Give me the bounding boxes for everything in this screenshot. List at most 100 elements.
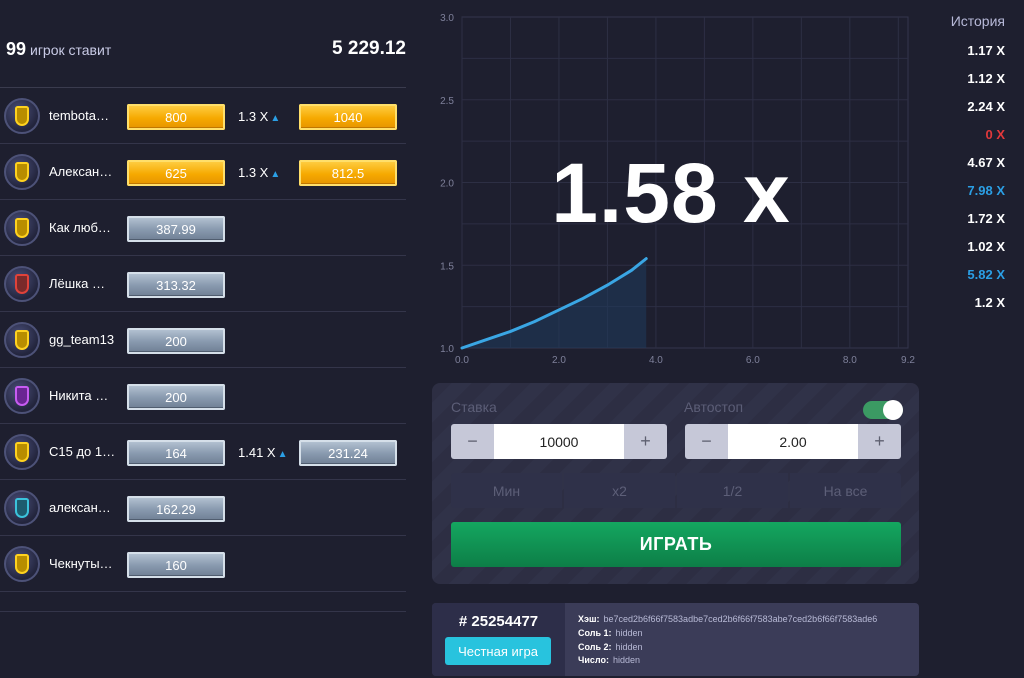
bet-controls: Ставка Автостоп − 10000 + − 2.00 + Мин x… [432, 383, 919, 584]
autostop-minus-button[interactable]: − [685, 424, 728, 459]
multiplier-value: 1.3 X [238, 109, 269, 124]
fairness-panel: # 25254477 Честная игра Хэш: be7ced2b6f66… [432, 603, 919, 676]
bet-amount: 800 [127, 104, 225, 130]
bet-amount: 625 [127, 160, 225, 186]
history-item: 2.24 X [967, 99, 1005, 114]
player-row: tembota… 800 1.3 X ▲ 1040 [0, 88, 406, 144]
player-name: tembota… [49, 108, 109, 123]
fairness-left: # 25254477 Честная игра [432, 603, 565, 676]
bet-amount: 164 [127, 440, 225, 466]
player-row: Как люб… 387.99 [0, 200, 406, 256]
hash-line: Хэш: be7ced2b6f66f7583adbe7ced2b6f66f7583… [578, 614, 877, 624]
win-amount: 231.24 [299, 440, 397, 466]
bet-stepper: − 10000 + [451, 424, 667, 459]
x-tick-label: 6.0 [746, 355, 760, 366]
game-id: # 25254477 [458, 613, 539, 630]
up-arrow-icon: ▲ [270, 169, 281, 180]
salt2-line: Соль 2: hidden [578, 642, 643, 652]
x-tick-label: 9.2 [901, 355, 915, 366]
all-in-button[interactable]: На все [790, 473, 901, 508]
cashout-multiplier: 1.3 X ▲ [238, 165, 280, 180]
autostop-toggle[interactable] [863, 400, 903, 420]
salt1-label: Соль 1: [578, 628, 612, 638]
multiplier-value: 1.41 X [238, 445, 276, 460]
number-line: Число: hidden [578, 655, 640, 665]
current-multiplier: 1.58 x [551, 146, 791, 240]
salt1-value: hidden [615, 628, 643, 638]
salt1-line: Соль 1: hidden [578, 628, 643, 638]
crash-chart: 0.0 2.0 4.0 6.0 8.0 9.2 1.0 1.5 2.0 2.5 3.0 [440, 13, 915, 366]
rank-shield-icon [15, 554, 29, 574]
player-name: Никита … [49, 388, 109, 403]
y-tick-label: 3.0 [440, 13, 454, 24]
history-item: 1.72 X [967, 211, 1005, 226]
bet-label: Ставка [451, 399, 497, 415]
autostop-label: Автостоп [684, 399, 744, 415]
avatar [4, 378, 40, 414]
up-arrow-icon: ▲ [270, 113, 281, 124]
player-row: gg_team13 200 [0, 312, 406, 368]
autostop-input[interactable]: 2.00 [728, 424, 858, 459]
rank-shield-icon [15, 498, 29, 518]
rank-shield-icon [15, 162, 29, 182]
y-tick-label: 2.5 [440, 96, 454, 107]
autostop-stepper: − 2.00 + [685, 424, 901, 459]
player-row: Лёшка … 313.32 [0, 256, 406, 312]
play-button[interactable]: ИГРАТЬ [451, 522, 901, 567]
x-tick-label: 4.0 [649, 355, 663, 366]
player-name: gg_team13 [49, 332, 115, 347]
multiplier-curve [460, 257, 648, 350]
avatar [4, 322, 40, 358]
bet-minus-button[interactable]: − [451, 424, 494, 459]
up-arrow-icon: ▲ [277, 449, 288, 460]
curve-area [462, 258, 647, 348]
player-name: C15 до 1… [49, 444, 116, 459]
player-name: Алексан… [49, 164, 113, 179]
double-bet-button[interactable]: x2 [564, 473, 675, 508]
player-row: C15 до 1… 164 1.41 X ▲ 231.24 [0, 424, 406, 480]
number-label: Число: [578, 655, 609, 665]
history-item: 1.2 X [974, 295, 1005, 310]
history-item: 1.02 X [967, 239, 1005, 254]
player-name: Чекнуты… [49, 556, 113, 571]
half-bet-button[interactable]: 1/2 [677, 473, 788, 508]
multiplier-value: 1.3 X [238, 165, 269, 180]
x-tick-label: 0.0 [455, 355, 469, 366]
win-amount: 812.5 [299, 160, 397, 186]
players-header: 99 игрок ставит 5 229.12 [0, 0, 406, 88]
number-value: hidden [612, 655, 640, 665]
rank-shield-icon [15, 274, 29, 294]
history-item: 4.67 X [967, 155, 1005, 170]
players-total-bet: 5 229.12 [332, 38, 406, 59]
avatar [4, 434, 40, 470]
rank-shield-icon [15, 106, 29, 126]
fair-game-button[interactable]: Честная игра [445, 637, 551, 665]
autostop-plus-button[interactable]: + [858, 424, 901, 459]
history-item: 0 X [985, 127, 1005, 142]
avatar [4, 490, 40, 526]
salt2-value: hidden [615, 642, 643, 652]
bet-plus-button[interactable]: + [624, 424, 667, 459]
history-item: 1.17 X [967, 43, 1005, 58]
salt2-label: Соль 2: [578, 642, 612, 652]
history-title: История [950, 13, 1005, 29]
history-item: 7.98 X [967, 183, 1005, 198]
bet-amount: 387.99 [127, 216, 225, 242]
win-amount: 1040 [299, 104, 397, 130]
avatar [4, 266, 40, 302]
min-bet-button[interactable]: Мин [451, 473, 562, 508]
player-name: алексан… [49, 500, 111, 515]
player-row: Алексан… 625 1.3 X ▲ 812.5 [0, 144, 406, 200]
cashout-multiplier: 1.3 X ▲ [238, 109, 280, 124]
history-item: 1.12 X [967, 71, 1005, 86]
toggle-knob [883, 400, 903, 420]
players-caption: игрок ставит [30, 42, 112, 58]
avatar [4, 154, 40, 190]
player-name: Лёшка … [49, 276, 106, 291]
players-count: 99 [6, 39, 27, 59]
x-tick-label: 2.0 [552, 355, 566, 366]
avatar [4, 210, 40, 246]
bet-input[interactable]: 10000 [494, 424, 624, 459]
cashout-multiplier: 1.41 X ▲ [238, 445, 288, 460]
rank-shield-icon [15, 442, 29, 462]
